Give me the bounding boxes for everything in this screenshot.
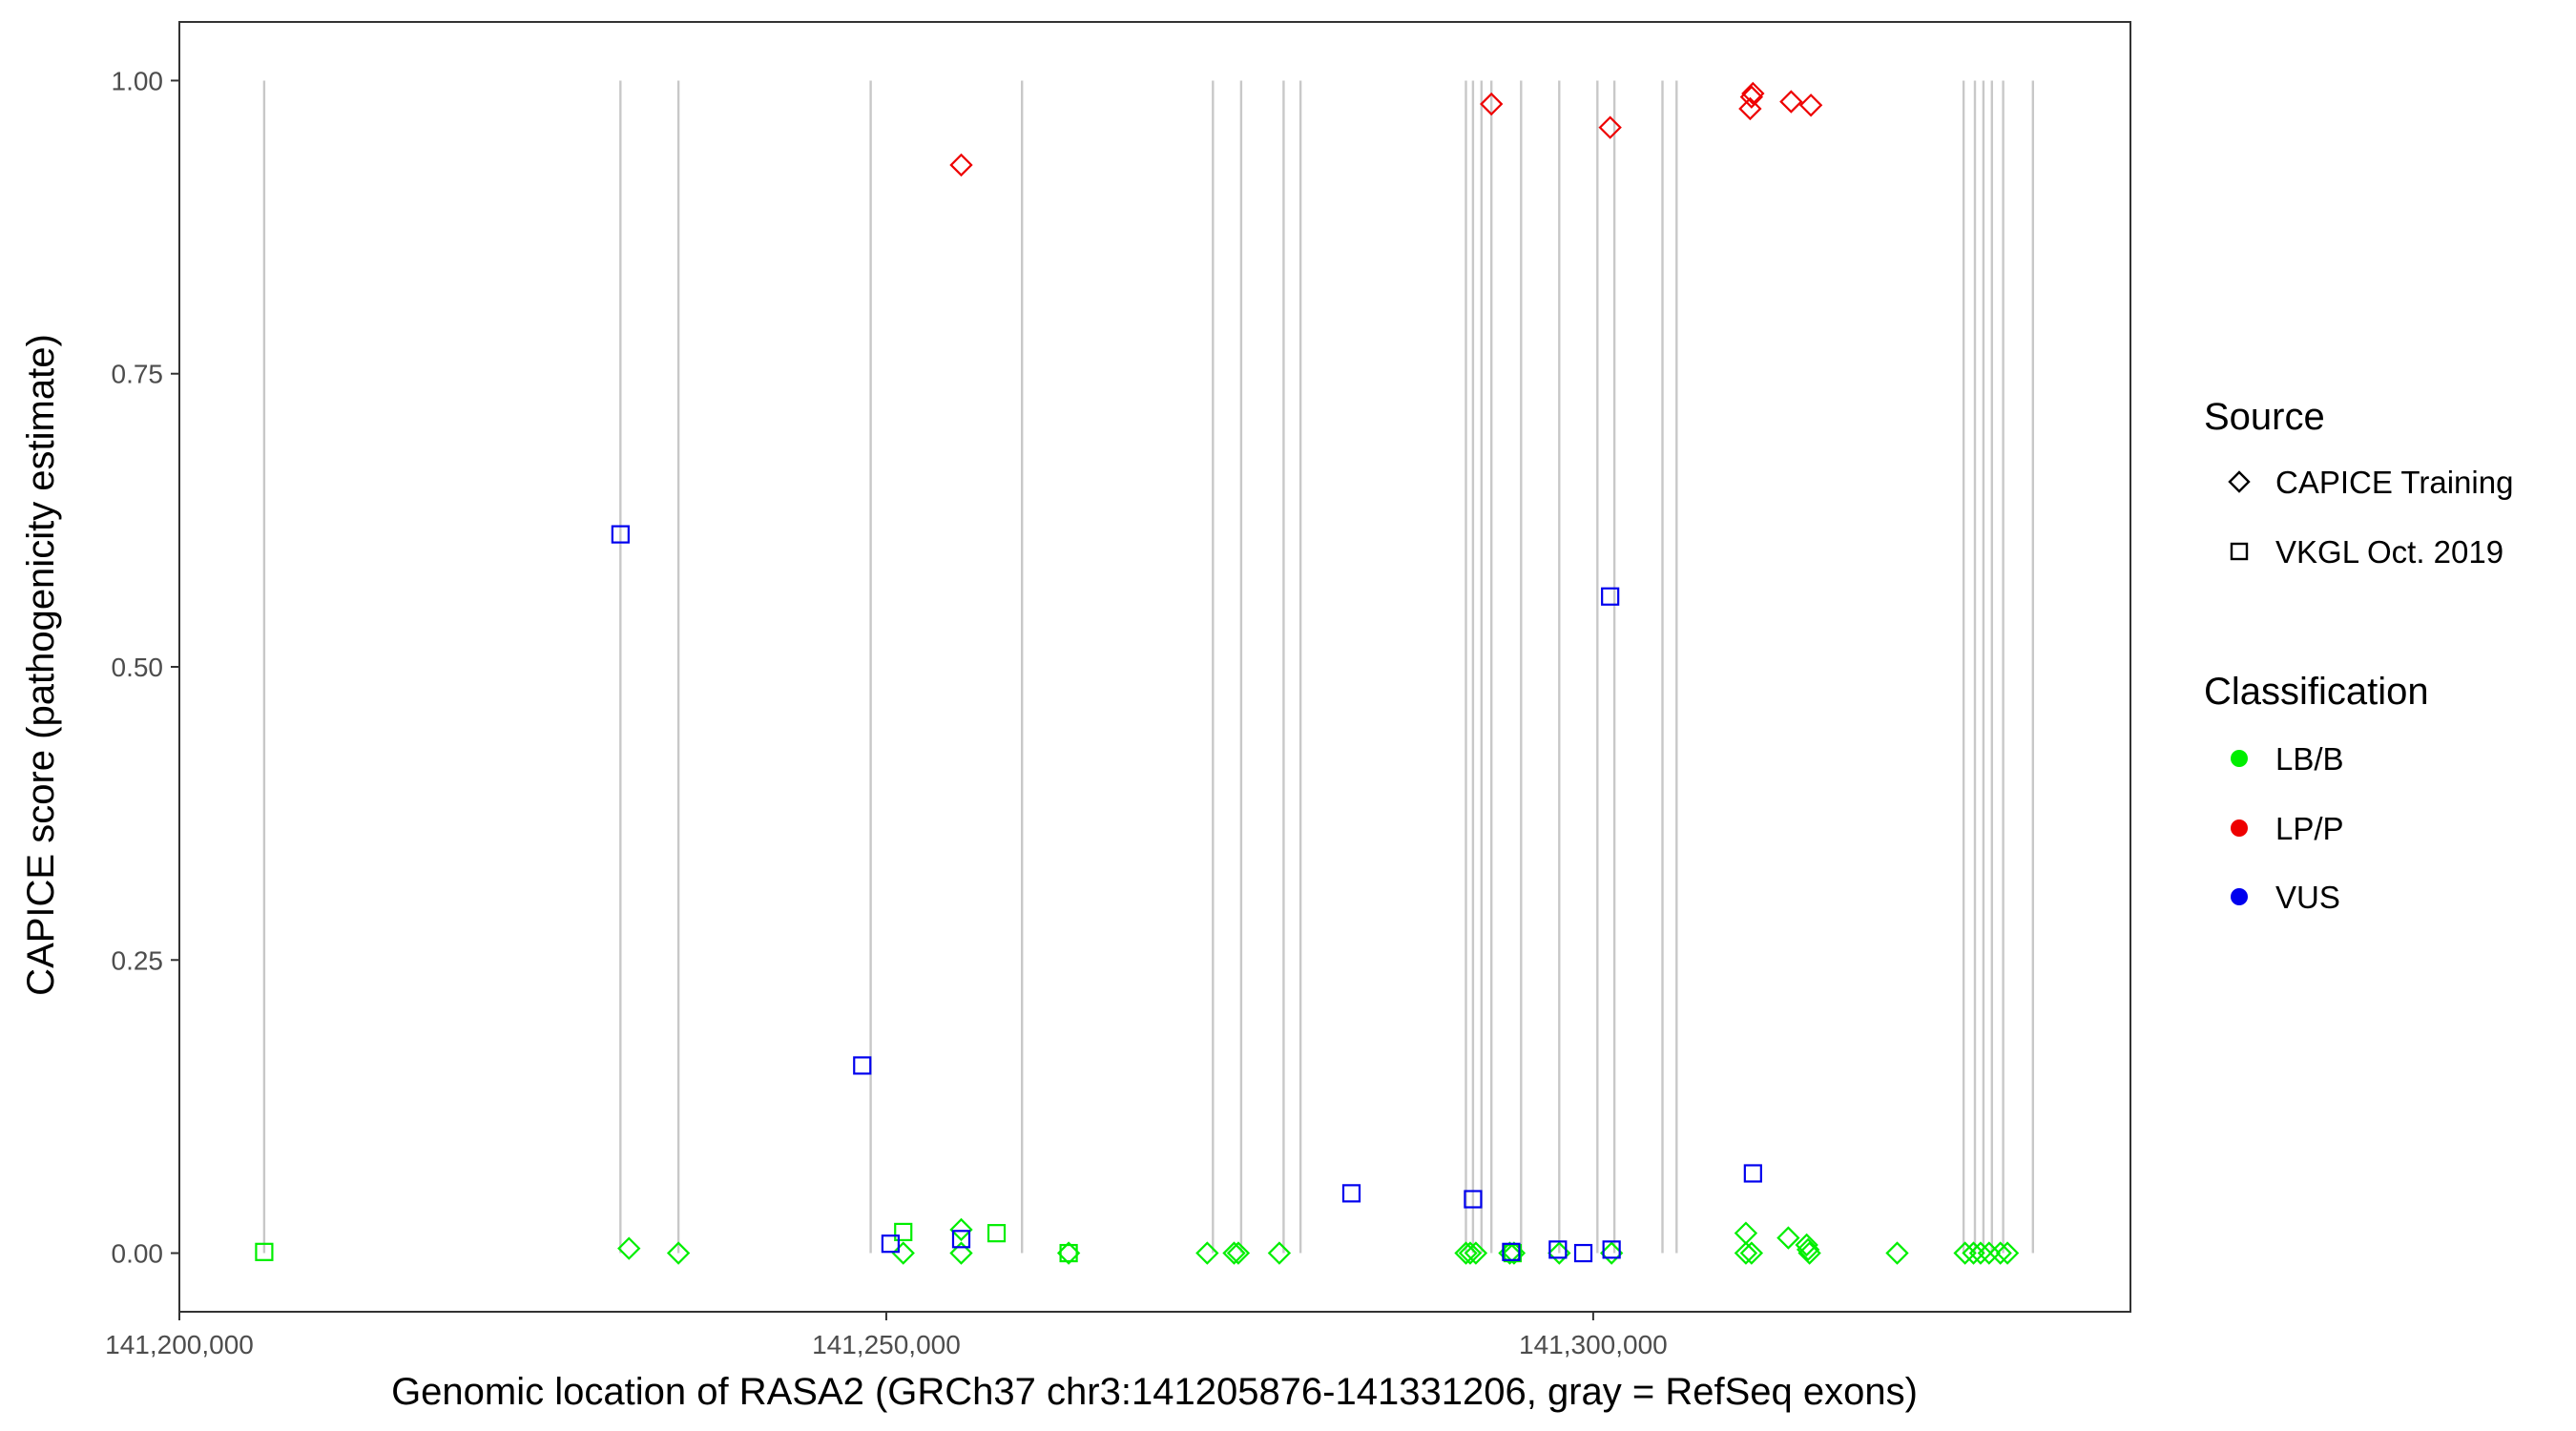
point-capice-training xyxy=(1195,1241,1219,1265)
point-capice-training xyxy=(891,1241,915,1265)
point-vkgl xyxy=(255,1242,274,1261)
y-tick-label: 0.75 xyxy=(112,360,164,389)
point-vkgl xyxy=(1601,587,1620,606)
point-capice-training xyxy=(1977,1241,2001,1265)
y-tick-label: 0.50 xyxy=(112,653,164,682)
point-capice-training xyxy=(1796,1237,1820,1262)
point-vkgl xyxy=(1464,1190,1483,1209)
point-vkgl xyxy=(1548,1240,1568,1259)
point-capice-training xyxy=(1458,1241,1483,1265)
point-capice-training xyxy=(1464,1241,1488,1265)
point-capice-training xyxy=(1267,1241,1292,1265)
point-capice-training xyxy=(1056,1241,1081,1265)
legend-dot-vus xyxy=(2231,888,2248,905)
legend-dot-lpp xyxy=(2231,819,2248,837)
data-points xyxy=(255,81,2020,1265)
x-axis: 141,200,000 141,250,000 141,300,000 xyxy=(105,1312,1668,1359)
point-capice-training xyxy=(949,1241,973,1265)
point-capice-training xyxy=(949,1217,973,1242)
point-vkgl xyxy=(1573,1243,1593,1263)
point-vkgl xyxy=(987,1224,1007,1243)
point-capice-training xyxy=(1454,1241,1478,1265)
legend-item-lpp: LP/P xyxy=(2275,811,2344,846)
point-capice-training xyxy=(1480,92,1504,116)
x-tick-label: 141,300,000 xyxy=(1519,1330,1668,1359)
point-capice-training xyxy=(617,1236,641,1260)
legend-square-icon xyxy=(2230,542,2249,561)
point-capice-training xyxy=(1734,1241,1758,1265)
point-capice-training xyxy=(949,153,973,177)
point-capice-training xyxy=(1779,90,1803,114)
y-tick-label: 1.00 xyxy=(112,66,164,95)
point-vkgl xyxy=(1502,1242,1521,1261)
point-vkgl xyxy=(611,525,630,544)
point-capice-training xyxy=(1995,1241,2020,1265)
legend-dot-lbb xyxy=(2231,750,2248,767)
point-vkgl xyxy=(1503,1243,1523,1263)
point-capice-training xyxy=(1222,1241,1246,1265)
point-capice-training xyxy=(1968,1241,1993,1265)
legend-item-vkgl: VKGL Oct. 2019 xyxy=(2275,534,2503,570)
point-capice-training xyxy=(1798,93,1823,117)
point-capice-training xyxy=(1795,1233,1818,1257)
point-capice-training xyxy=(1739,1241,1764,1265)
legend-source-title: Source xyxy=(2204,396,2325,438)
point-capice-training xyxy=(1797,1241,1821,1265)
point-capice-training xyxy=(1599,1241,1624,1265)
point-capice-training xyxy=(1598,115,1622,139)
point-vkgl xyxy=(1341,1184,1361,1203)
point-vkgl xyxy=(1743,1164,1762,1183)
point-capice-training xyxy=(1885,1241,1909,1265)
y-axis-title: CAPICE score (pathogenicity estimate) xyxy=(20,334,62,996)
legend: Source CAPICE Training VKGL Oct. 2019 Cl… xyxy=(2204,396,2513,915)
point-capice-training xyxy=(1953,1241,1977,1265)
point-vkgl xyxy=(951,1230,971,1249)
point-vkgl xyxy=(894,1222,913,1242)
point-capice-training xyxy=(666,1241,691,1265)
point-capice-training xyxy=(1776,1226,1800,1250)
legend-item-lbb: LB/B xyxy=(2275,741,2344,777)
legend-item-vus: VUS xyxy=(2275,880,2340,915)
point-vkgl xyxy=(1059,1243,1078,1263)
point-vkgl xyxy=(881,1234,900,1254)
point-capice-training xyxy=(1226,1241,1251,1265)
point-capice-training xyxy=(1739,85,1764,109)
x-tick-label: 141,250,000 xyxy=(812,1330,961,1359)
point-vkgl xyxy=(853,1056,872,1075)
y-tick-label: 0.25 xyxy=(112,945,164,975)
y-tick-label: 0.00 xyxy=(112,1239,164,1269)
y-axis: 0.00 0.25 0.50 0.75 1.00 xyxy=(112,66,179,1269)
point-capice-training xyxy=(1741,81,1765,106)
legend-diamond-icon xyxy=(2228,470,2251,493)
legend-item-capice-training: CAPICE Training xyxy=(2275,465,2513,500)
legend-classification-title: Classification xyxy=(2204,671,2429,713)
x-axis-title: Genomic location of RASA2 (GRCh37 chr3:1… xyxy=(391,1371,1918,1413)
x-tick-label: 141,200,000 xyxy=(105,1330,254,1359)
point-capice-training xyxy=(1988,1241,2012,1265)
point-vkgl xyxy=(1602,1240,1621,1259)
point-capice-training xyxy=(1738,96,1762,121)
exon-lines xyxy=(262,80,2035,1254)
point-capice-training xyxy=(1962,1241,1985,1265)
